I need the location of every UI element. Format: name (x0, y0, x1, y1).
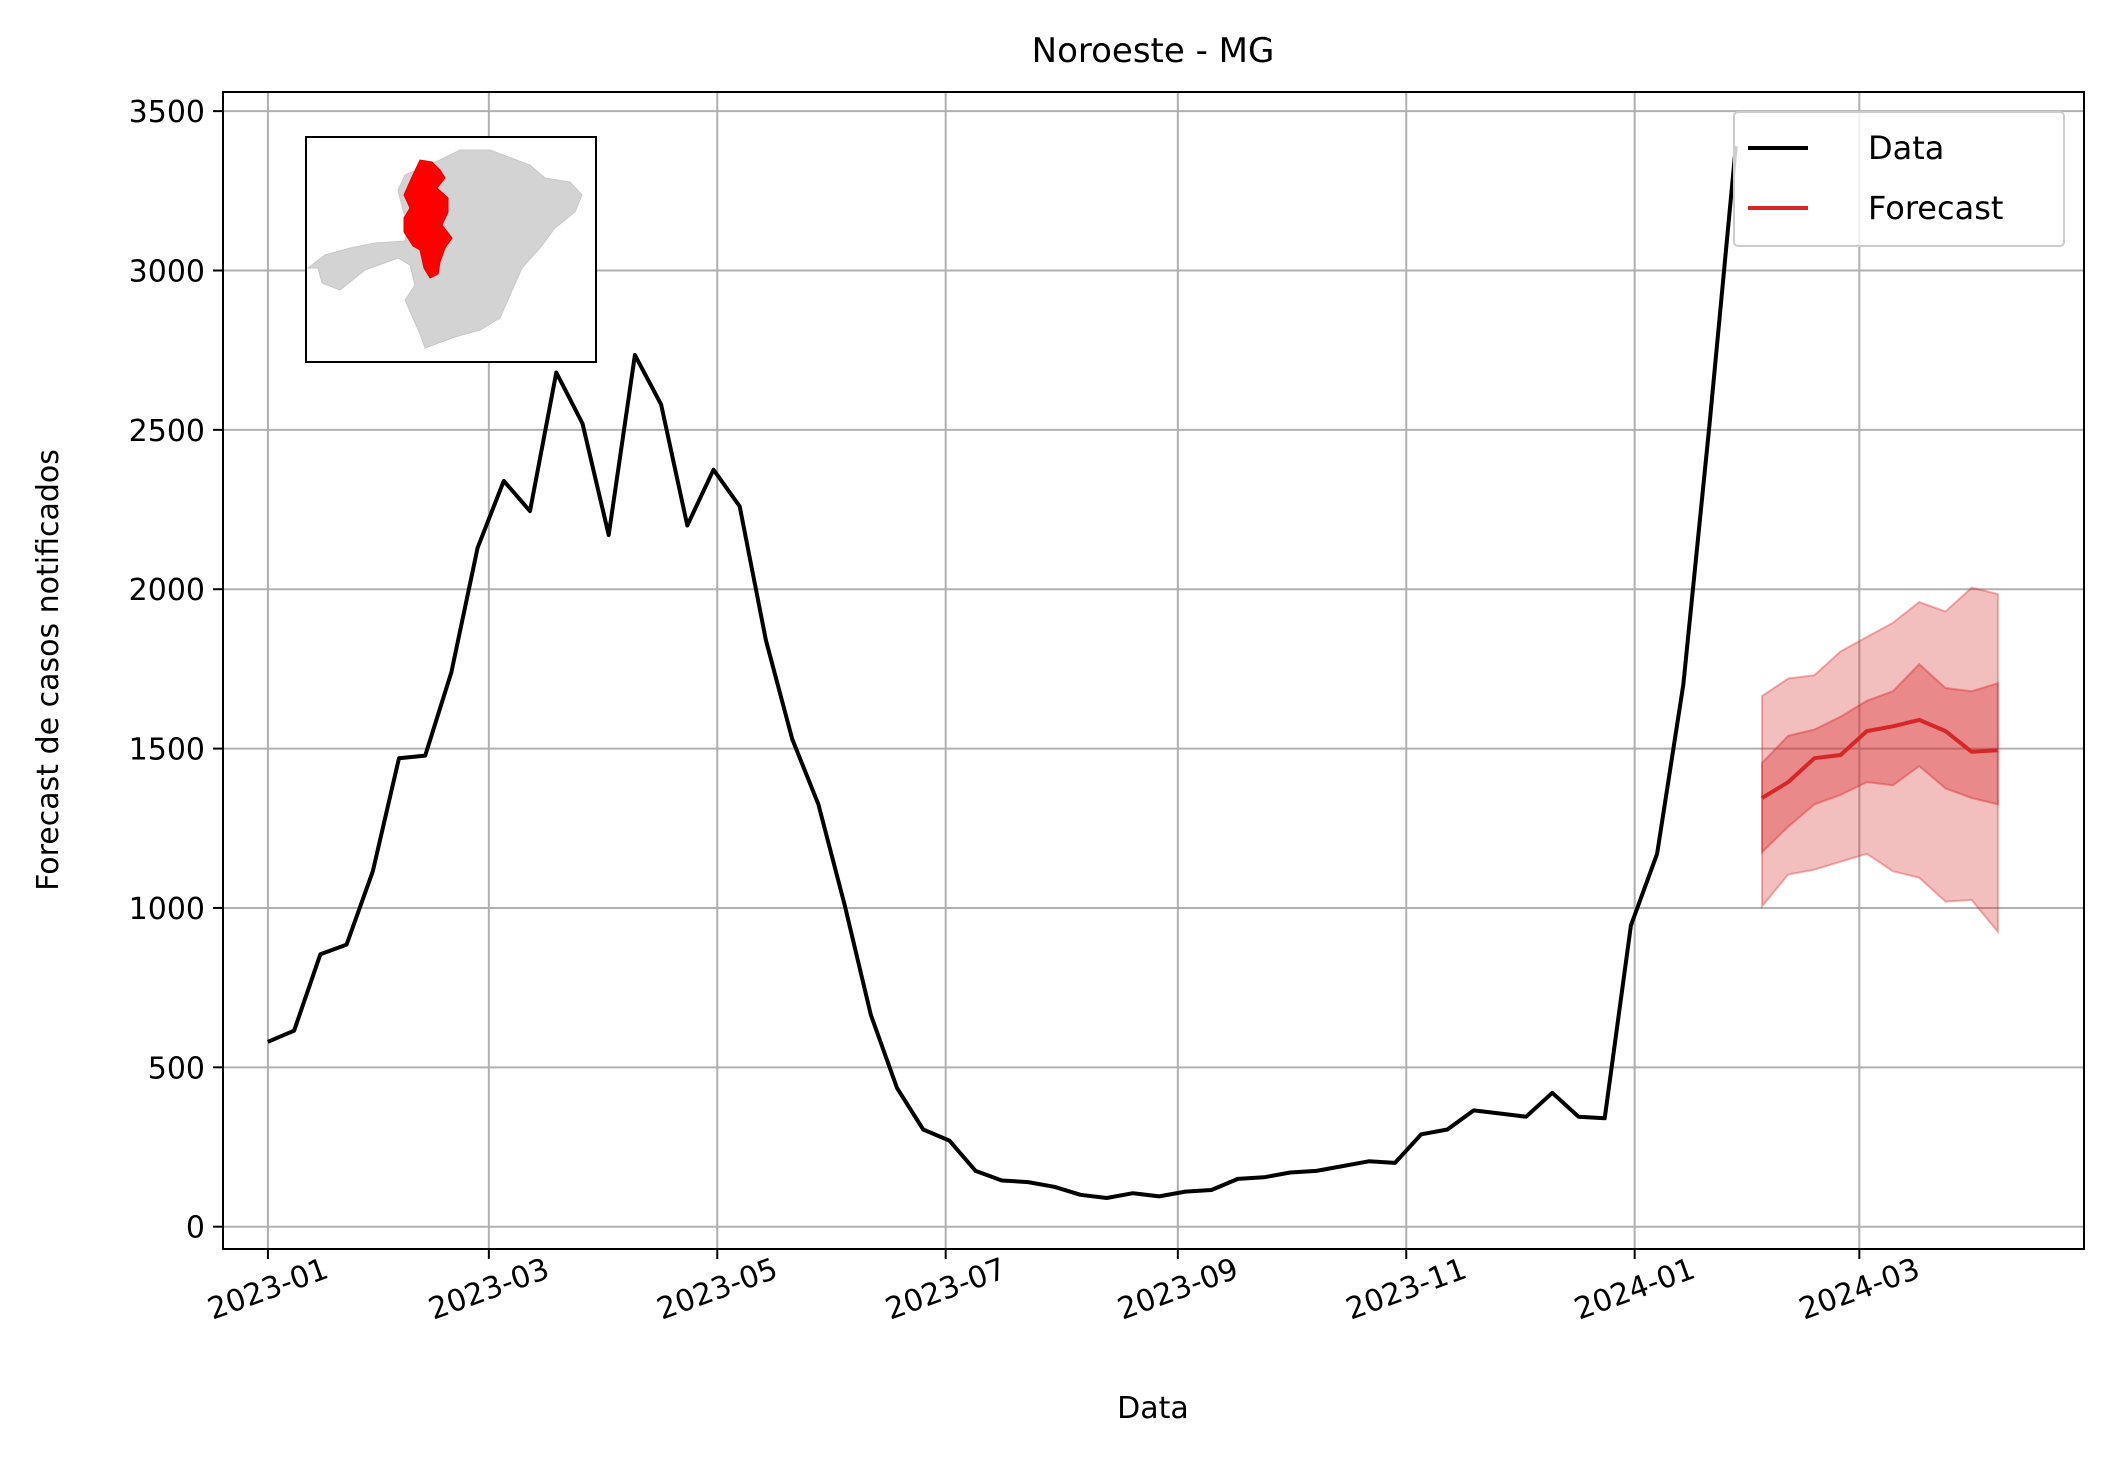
legend-label-data: Data (1868, 129, 1944, 167)
y-tick-label: 3500 (129, 95, 205, 130)
y-tick-label: 2000 (129, 573, 205, 608)
data-series-line (267, 146, 1738, 1200)
y-tick-label: 2500 (129, 414, 205, 449)
y-tick-label: 1500 (129, 733, 205, 768)
y-tick-label: 0 (186, 1211, 205, 1246)
legend-box (1733, 111, 2065, 247)
y-gridlines (223, 110, 2084, 1228)
y-axis-label: Forecast de casos notificados (31, 449, 66, 891)
y-tick-label: 500 (148, 1051, 205, 1086)
y-tick-label: 1000 (129, 892, 205, 927)
forecast-series-line (1760, 717, 1999, 800)
forecast-interval-bands (1761, 586, 1999, 935)
noroeste-region-shape (403, 159, 453, 279)
chart-title: Noroeste - MG (1032, 31, 1275, 71)
plot-area-frame (222, 91, 2085, 1250)
legend-label-forecast: Forecast (1868, 189, 2003, 227)
y-tick-label: 3000 (129, 254, 205, 289)
series-lines (267, 146, 1999, 1200)
inset-map (305, 136, 597, 363)
forecast-outer-interval (1761, 586, 1999, 935)
forecast-inner-interval (1761, 662, 1999, 855)
x-axis-label: Data (1117, 1391, 1189, 1426)
legend: Data Forecast (1733, 111, 2065, 247)
